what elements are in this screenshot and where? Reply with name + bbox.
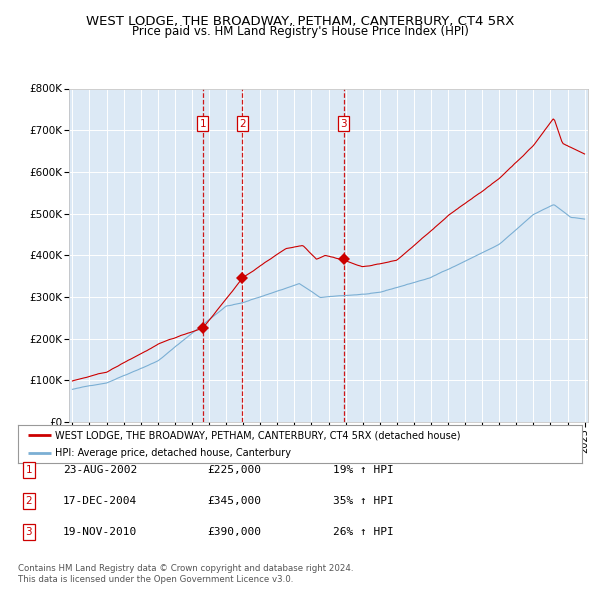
Text: 17-DEC-2004: 17-DEC-2004 <box>63 496 137 506</box>
Text: 19% ↑ HPI: 19% ↑ HPI <box>333 466 394 475</box>
Text: 1: 1 <box>25 466 32 475</box>
Text: WEST LODGE, THE BROADWAY, PETHAM, CANTERBURY, CT4 5RX: WEST LODGE, THE BROADWAY, PETHAM, CANTER… <box>86 15 514 28</box>
Text: Contains HM Land Registry data © Crown copyright and database right 2024.: Contains HM Land Registry data © Crown c… <box>18 565 353 573</box>
Text: 19-NOV-2010: 19-NOV-2010 <box>63 527 137 536</box>
Text: 35% ↑ HPI: 35% ↑ HPI <box>333 496 394 506</box>
Text: 2: 2 <box>25 496 32 506</box>
Text: 2: 2 <box>239 119 246 129</box>
Text: 3: 3 <box>340 119 347 129</box>
Text: WEST LODGE, THE BROADWAY, PETHAM, CANTERBURY, CT4 5RX (detached house): WEST LODGE, THE BROADWAY, PETHAM, CANTER… <box>55 430 460 440</box>
Text: Price paid vs. HM Land Registry's House Price Index (HPI): Price paid vs. HM Land Registry's House … <box>131 25 469 38</box>
Text: 3: 3 <box>25 527 32 536</box>
Text: 1: 1 <box>200 119 206 129</box>
Text: 23-AUG-2002: 23-AUG-2002 <box>63 466 137 475</box>
Text: £345,000: £345,000 <box>207 496 261 506</box>
Text: 26% ↑ HPI: 26% ↑ HPI <box>333 527 394 536</box>
Text: This data is licensed under the Open Government Licence v3.0.: This data is licensed under the Open Gov… <box>18 575 293 584</box>
Text: HPI: Average price, detached house, Canterbury: HPI: Average price, detached house, Cant… <box>55 448 290 458</box>
Text: £390,000: £390,000 <box>207 527 261 536</box>
Text: £225,000: £225,000 <box>207 466 261 475</box>
